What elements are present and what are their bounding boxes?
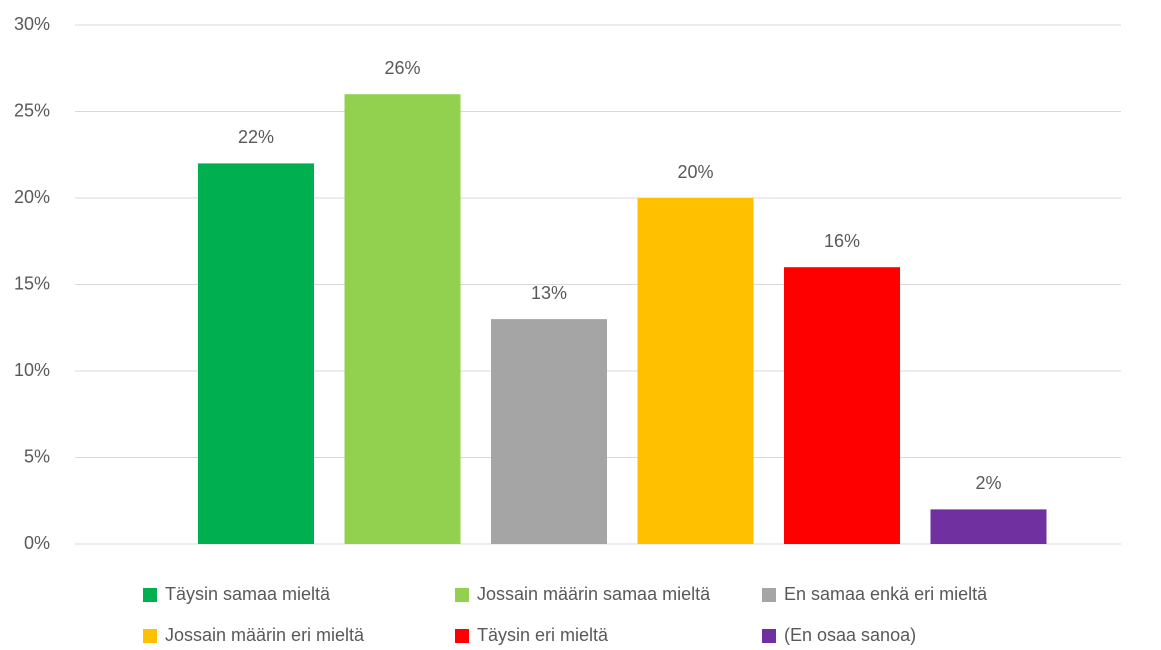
legend-swatch xyxy=(143,629,157,643)
legend-label: Jossain määrin eri mieltä xyxy=(165,625,365,645)
y-tick-label: 20% xyxy=(14,187,50,207)
y-tick-label: 30% xyxy=(14,14,50,34)
legend-label: Täysin samaa mieltä xyxy=(165,584,331,604)
data-label: 22% xyxy=(238,127,274,147)
y-tick-label: 15% xyxy=(14,273,50,293)
bar xyxy=(784,267,900,544)
legend-label: En samaa enkä eri mieltä xyxy=(784,584,988,604)
bar xyxy=(930,509,1047,544)
data-label: 2% xyxy=(975,473,1001,493)
bar xyxy=(344,94,461,544)
bar xyxy=(198,163,314,544)
y-tick-label: 10% xyxy=(14,360,50,380)
y-tick-label: 25% xyxy=(14,100,50,120)
legend-swatch xyxy=(455,588,469,602)
bar xyxy=(491,319,607,544)
legend-label: (En osaa sanoa) xyxy=(784,625,916,645)
y-tick-label: 0% xyxy=(24,533,50,553)
data-label: 20% xyxy=(677,162,713,182)
legend-swatch xyxy=(143,588,157,602)
data-label: 16% xyxy=(824,231,860,251)
data-label: 26% xyxy=(384,58,420,78)
legend-label: Täysin eri mieltä xyxy=(477,625,609,645)
legend-label: Jossain määrin samaa mieltä xyxy=(477,584,711,604)
bar xyxy=(637,198,754,544)
data-label: 13% xyxy=(531,283,567,303)
legend-swatch xyxy=(455,629,469,643)
y-tick-label: 5% xyxy=(24,446,50,466)
legend-swatch xyxy=(762,629,776,643)
legend-swatch xyxy=(762,588,776,602)
